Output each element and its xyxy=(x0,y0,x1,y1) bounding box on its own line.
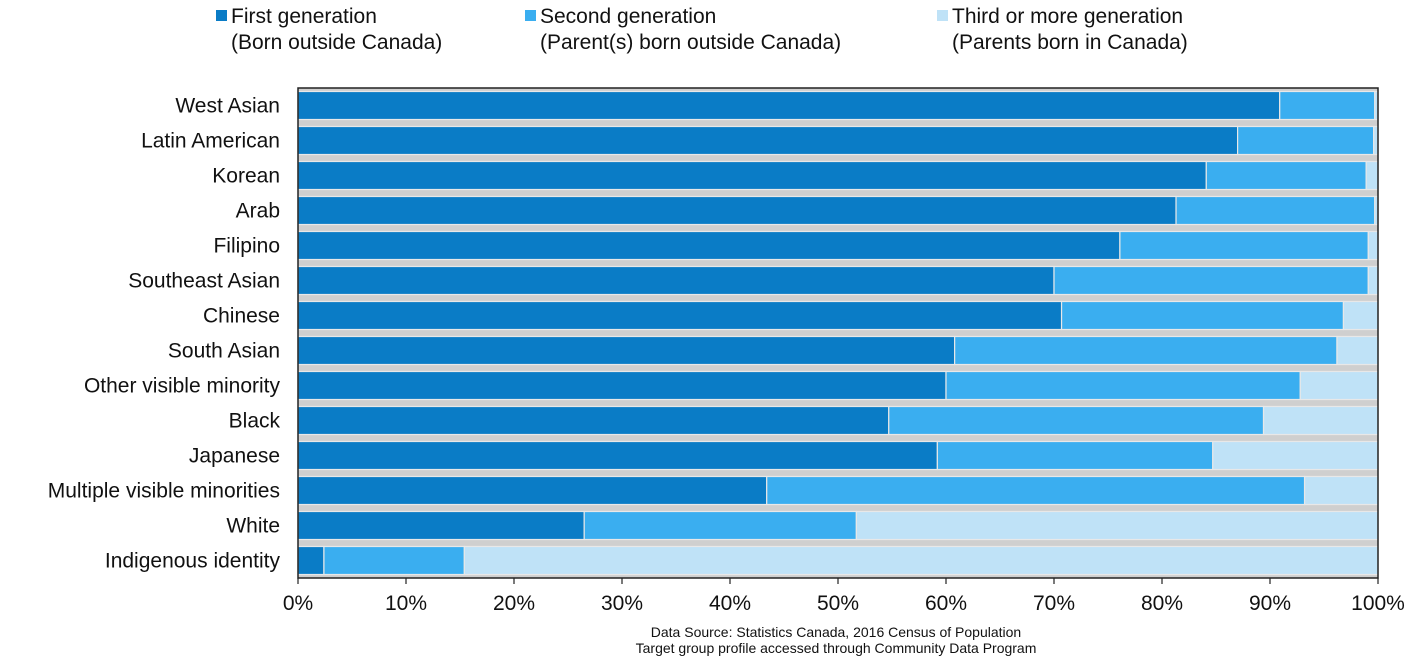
legend-swatch-first xyxy=(216,10,227,21)
bar-filipino-third-generation xyxy=(1367,230,1379,261)
legend-item-second-generation: Second generation (Parent(s) born outsid… xyxy=(525,4,841,56)
bar-west-asian-first-generation xyxy=(297,90,1281,121)
category-label-indigenous-identity: Indigenous identity xyxy=(105,550,281,573)
bar-filipino-first-generation xyxy=(297,230,1121,261)
bar-south-asian-third-generation xyxy=(1336,335,1379,366)
bar-black-first-generation xyxy=(297,405,890,436)
x-tick-label: 30% xyxy=(601,592,643,615)
legend-label-second-line2: (Parent(s) born outside Canada) xyxy=(540,31,842,54)
bar-south-asian-second-generation xyxy=(954,335,1338,366)
x-tick-label: 90% xyxy=(1249,592,1291,615)
bar-korean-second-generation xyxy=(1205,160,1367,191)
x-tick-label: 100% xyxy=(1351,592,1405,615)
x-tick-label: 20% xyxy=(493,592,535,615)
bar-west-asian-second-generation xyxy=(1279,90,1376,121)
bar-black-third-generation xyxy=(1262,405,1379,436)
category-label-latin-american: Latin American xyxy=(141,130,280,153)
category-label-west-asian: West Asian xyxy=(175,95,280,118)
bar-white-second-generation xyxy=(583,510,857,541)
bar-other-visible-minority-third-generation xyxy=(1299,370,1379,401)
x-tick-label: 50% xyxy=(817,592,859,615)
bar-japanese-third-generation xyxy=(1212,440,1379,471)
category-label-arab: Arab xyxy=(236,200,280,223)
x-tick-label: 80% xyxy=(1141,592,1183,615)
bar-chinese-third-generation xyxy=(1342,300,1379,331)
category-label-southeast-asian: Southeast Asian xyxy=(128,270,280,293)
legend-item-third-generation: Third or more generation (Parents born i… xyxy=(937,4,1188,56)
category-label-filipino: Filipino xyxy=(213,235,280,258)
category-label-chinese: Chinese xyxy=(203,305,280,328)
bar-latin-american-first-generation xyxy=(297,125,1239,156)
legend-label-first: First generation (Born outside Canada) xyxy=(231,4,442,56)
bar-multiple-visible-minorities-second-generation xyxy=(766,475,1306,506)
bar-indigenous-identity-first-generation xyxy=(297,545,325,576)
category-label-south-asian: South Asian xyxy=(168,340,280,363)
bar-southeast-asian-first-generation xyxy=(297,265,1055,296)
x-tick-label: 40% xyxy=(709,592,751,615)
bar-south-asian-first-generation xyxy=(297,335,956,366)
bar-multiple-visible-minorities-third-generation xyxy=(1303,475,1379,506)
x-tick-label: 60% xyxy=(925,592,967,615)
bar-multiple-visible-minorities-first-generation xyxy=(297,475,768,506)
x-tick-label: 0% xyxy=(283,592,313,615)
bar-indigenous-identity-third-generation xyxy=(463,545,1379,576)
x-tick-label: 10% xyxy=(385,592,427,615)
legend-label-second-line1: Second generation xyxy=(540,5,717,28)
category-label-korean: Korean xyxy=(212,165,280,188)
category-label-white: White xyxy=(226,515,280,538)
data-source-line1: Data Source: Statistics Canada, 2016 Cen… xyxy=(650,624,1022,640)
bar-japanese-second-generation xyxy=(936,440,1214,471)
bar-korean-first-generation xyxy=(297,160,1207,191)
legend-label-first-line2: (Born outside Canada) xyxy=(231,31,443,54)
bar-arab-first-generation xyxy=(297,195,1177,226)
bar-other-visible-minority-first-generation xyxy=(297,370,947,401)
bar-indigenous-identity-second-generation xyxy=(323,545,465,576)
legend-label-first-line1: First generation xyxy=(231,5,377,28)
bar-chinese-second-generation xyxy=(1060,300,1345,331)
legend-label-third: Third or more generation (Parents born i… xyxy=(952,4,1188,56)
category-label-japanese: Japanese xyxy=(189,445,280,468)
legend-swatch-third xyxy=(937,10,948,21)
data-source-note: Data Source: Statistics Canada, 2016 Cen… xyxy=(0,624,1412,656)
category-label-other-visible-minority: Other visible minority xyxy=(84,375,281,398)
bar-white-third-generation xyxy=(855,510,1379,541)
legend-swatch-second xyxy=(525,10,536,21)
legend-item-first-generation: First generation (Born outside Canada) xyxy=(216,4,442,56)
legend-label-third-line2: (Parents born in Canada) xyxy=(952,31,1188,54)
bar-japanese-first-generation xyxy=(297,440,938,471)
bar-latin-american-second-generation xyxy=(1236,125,1375,156)
category-label-multiple-visible-minorities: Multiple visible minorities xyxy=(48,480,280,503)
data-source-line2: Target group profile accessed through Co… xyxy=(635,640,1037,656)
bar-chinese-first-generation xyxy=(297,300,1063,331)
x-tick-label: 70% xyxy=(1033,592,1075,615)
bar-white-first-generation xyxy=(297,510,585,541)
bar-black-second-generation xyxy=(888,405,1265,436)
bar-other-visible-minority-second-generation xyxy=(945,370,1301,401)
bar-southeast-asian-second-generation xyxy=(1053,265,1369,296)
legend-label-second: Second generation (Parent(s) born outsid… xyxy=(540,4,841,56)
bar-arab-second-generation xyxy=(1175,195,1376,226)
category-label-black: Black xyxy=(229,410,281,433)
legend-label-third-line1: Third or more generation xyxy=(952,5,1184,28)
bar-southeast-asian-third-generation xyxy=(1367,265,1379,296)
bar-korean-third-generation xyxy=(1365,160,1379,191)
bar-filipino-second-generation xyxy=(1119,230,1369,261)
